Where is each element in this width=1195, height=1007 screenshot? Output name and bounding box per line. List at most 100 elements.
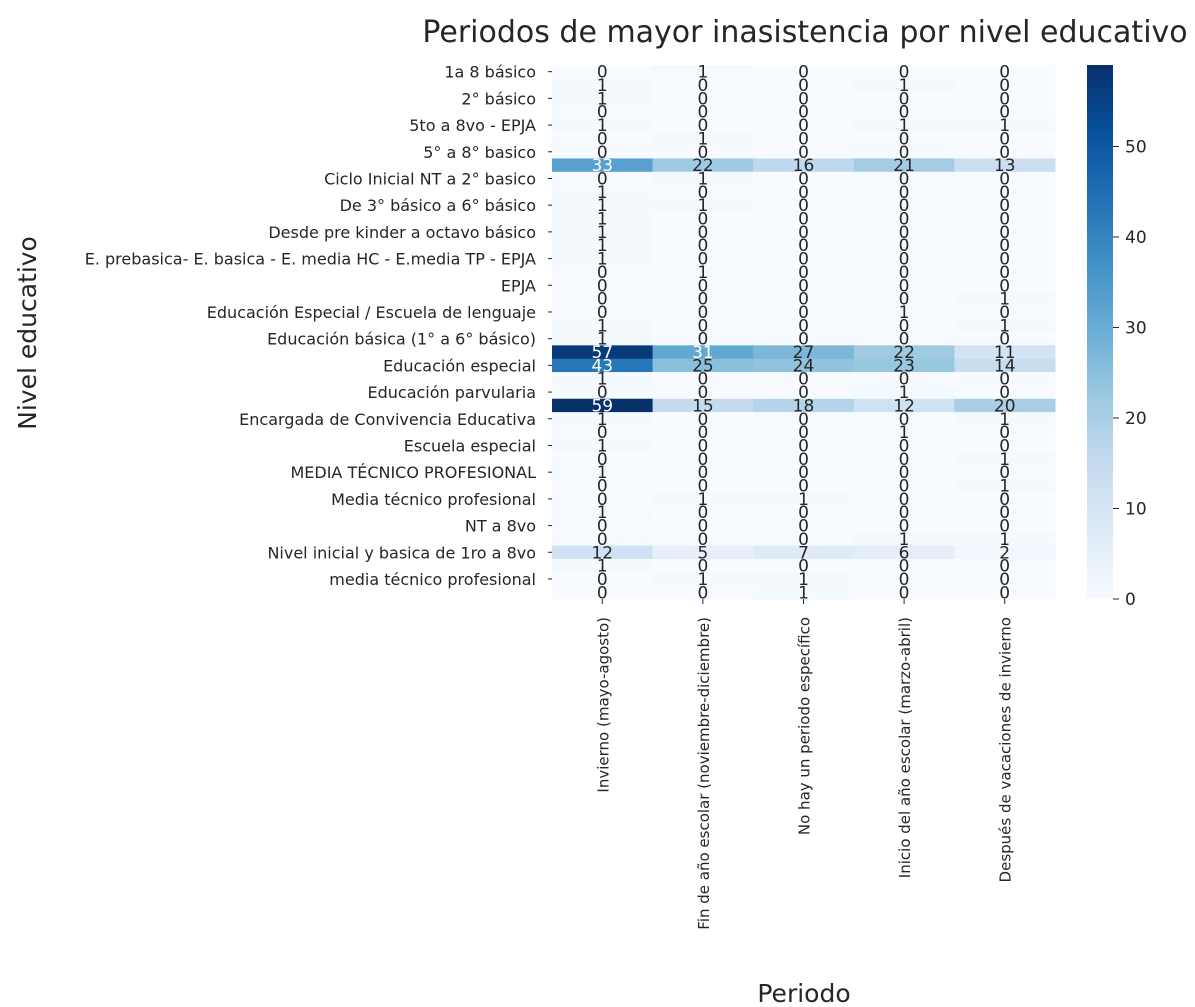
cell-value-label: 0 xyxy=(697,290,708,310)
cell-value-label: 0 xyxy=(597,129,608,149)
heatmap-cell xyxy=(853,211,955,226)
heatmap-cell xyxy=(853,78,955,93)
heatmap-cell xyxy=(954,145,1056,159)
y-tick-label: EPJA xyxy=(501,276,536,295)
heatmap-cell xyxy=(552,465,654,480)
heatmap-cell xyxy=(552,332,654,346)
y-tick-label: Educación especial xyxy=(383,356,536,375)
heatmap-cell xyxy=(954,425,1056,440)
heatmap-cell xyxy=(853,91,955,106)
heatmap-cell xyxy=(753,345,855,360)
heatmap-cell xyxy=(753,91,855,106)
cell-value-label: 0 xyxy=(999,236,1010,256)
heatmap-cell xyxy=(753,438,855,453)
heatmap-cell xyxy=(753,131,855,146)
y-tick-label: Ciclo Inicial NT a 2° basico xyxy=(324,169,536,188)
cell-value-label: 0 xyxy=(597,263,608,283)
heatmap-cell xyxy=(552,398,654,413)
x-tick-label: Después de vacaciones de invierno xyxy=(997,617,1015,882)
heatmap-cell xyxy=(954,345,1056,360)
cell-value-label: 13 xyxy=(994,156,1016,176)
cell-value-label: 1 xyxy=(597,76,608,96)
cell-value-label: 0 xyxy=(999,383,1010,403)
cell-value-label: 0 xyxy=(798,557,809,577)
heatmap-cell xyxy=(753,118,855,133)
cell-value-label: 12 xyxy=(591,543,613,563)
heatmap-cell xyxy=(853,305,955,320)
cell-value-label: 0 xyxy=(697,503,708,523)
cell-value-label: 0 xyxy=(798,290,809,310)
cell-value-label: 0 xyxy=(899,236,910,256)
y-tick-label: 1a 8 básico xyxy=(444,63,536,82)
cell-value-label: 0 xyxy=(597,583,608,603)
heatmap-cell xyxy=(753,465,855,480)
cell-value-label: 23 xyxy=(893,356,915,376)
cell-value-label: 0 xyxy=(697,383,708,403)
cell-value-label: 12 xyxy=(893,396,915,416)
heatmap-cell xyxy=(652,358,754,373)
cell-value-label: 0 xyxy=(798,263,809,283)
cell-value-label: 0 xyxy=(798,276,809,296)
cell-value-label: 0 xyxy=(999,557,1010,577)
cell-value-label: 0 xyxy=(697,423,708,443)
cell-value-label: 1 xyxy=(597,410,608,430)
heatmap-cell xyxy=(954,412,1056,426)
cell-value-label: 1 xyxy=(798,490,809,510)
colorbar-tick-label: 30 xyxy=(1125,318,1147,338)
heatmap-cell xyxy=(853,518,955,533)
heatmap-cell xyxy=(753,585,855,600)
heatmap-cell xyxy=(552,78,654,93)
heatmap-cell xyxy=(552,278,654,293)
cell-value-label: 1 xyxy=(697,196,708,216)
cell-value-label: 1 xyxy=(899,116,910,136)
heatmap-cell xyxy=(853,171,955,186)
heatmap-cell xyxy=(954,545,1056,560)
heatmap-cell xyxy=(954,158,1056,173)
cell-value-label: 0 xyxy=(899,436,910,456)
cell-value-label: 0 xyxy=(697,477,708,497)
heatmap-cell xyxy=(853,291,955,306)
heatmap-cell xyxy=(552,91,654,106)
cell-value-label: 1 xyxy=(697,490,708,510)
cell-value-label: 0 xyxy=(999,263,1010,283)
cell-value-label: 0 xyxy=(697,210,708,230)
cell-value-label: 0 xyxy=(999,370,1010,390)
cell-value-label: 0 xyxy=(999,570,1010,590)
cell-value-label: 0 xyxy=(798,116,809,136)
cell-value-label: 0 xyxy=(798,129,809,149)
heatmap-cell xyxy=(552,385,654,400)
cell-value-label: 0 xyxy=(999,463,1010,483)
heatmap-cell xyxy=(652,518,754,533)
heatmap-cell xyxy=(853,225,955,240)
cell-value-label: 0 xyxy=(597,303,608,323)
heatmap-cell xyxy=(652,492,754,507)
cell-value-label: 0 xyxy=(798,169,809,189)
heatmap-cell xyxy=(753,545,855,560)
cell-value-label: 0 xyxy=(697,316,708,336)
cell-value-label: 0 xyxy=(899,463,910,483)
heatmap-cell xyxy=(753,65,855,79)
colorbar-tick-label: 50 xyxy=(1125,137,1147,157)
cell-value-label: 0 xyxy=(597,290,608,310)
cell-value-label: 0 xyxy=(697,236,708,256)
cell-value-label: 14 xyxy=(994,356,1016,376)
cell-value-label: 0 xyxy=(999,303,1010,323)
heatmap-cell xyxy=(954,291,1056,306)
cell-value-label: 0 xyxy=(697,450,708,470)
cell-value-label: 0 xyxy=(697,410,708,430)
heatmap-cell xyxy=(552,198,654,213)
heatmap-cell xyxy=(652,478,754,493)
cell-value-label: 0 xyxy=(697,76,708,96)
cell-value-label: 25 xyxy=(692,356,714,376)
heatmap-cell xyxy=(652,465,754,480)
y-tick-label: NT a 8vo xyxy=(465,517,536,536)
cell-value-label: 0 xyxy=(798,76,809,96)
heatmap-cell xyxy=(954,518,1056,533)
heatmap-cell xyxy=(652,131,754,146)
heatmap-cell xyxy=(652,211,754,226)
heatmap-cell xyxy=(652,332,754,346)
cell-value-label: 0 xyxy=(899,169,910,189)
cell-value-label: 1 xyxy=(697,570,708,590)
y-tick-label: Educación parvularia xyxy=(368,383,537,402)
cell-value-label: 0 xyxy=(899,410,910,430)
